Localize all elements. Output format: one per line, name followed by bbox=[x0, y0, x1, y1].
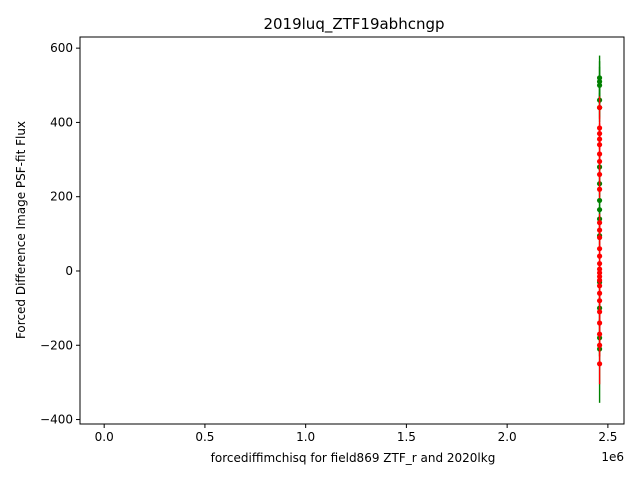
data-point bbox=[596, 298, 603, 304]
x-tick-label: 0.0 bbox=[95, 430, 114, 444]
axes-frame bbox=[79, 36, 625, 425]
y-tick-label: 600 bbox=[50, 41, 73, 55]
y-tick-label: −200 bbox=[40, 338, 73, 352]
y-axis: −400 −200 0 200 400 600 bbox=[40, 41, 80, 427]
data-point bbox=[596, 171, 603, 178]
data-point bbox=[596, 104, 603, 111]
data-point bbox=[596, 361, 603, 367]
data-point bbox=[596, 158, 603, 165]
data-point bbox=[596, 320, 603, 326]
series-1 bbox=[596, 96, 603, 385]
data-point bbox=[596, 309, 603, 315]
y-tick-label: −400 bbox=[40, 413, 73, 427]
plot-area bbox=[596, 55, 603, 403]
x-axis-label: forcediffimchisq for field869 ZTF_r and … bbox=[211, 451, 496, 465]
data-point bbox=[596, 246, 603, 252]
chart-title: 2019luq_ZTF19abhcngp bbox=[263, 15, 444, 34]
x-tick-label: 2.5 bbox=[598, 430, 617, 444]
y-tick-label: 200 bbox=[50, 190, 73, 204]
data-point bbox=[596, 234, 603, 241]
y-tick-label: 400 bbox=[50, 115, 73, 129]
y-axis-label: Forced Difference Image PSF-fit Flux bbox=[14, 121, 28, 339]
x-tick-label: 1.0 bbox=[296, 430, 315, 444]
x-axis-offset-label: 1e6 bbox=[601, 450, 624, 464]
x-tick-label: 0.5 bbox=[195, 430, 214, 444]
x-axis: 0.0 0.5 1.0 1.5 2.0 2.5 bbox=[95, 424, 617, 444]
x-tick-label: 1.5 bbox=[397, 430, 416, 444]
data-point bbox=[596, 186, 603, 192]
y-tick-label: 0 bbox=[65, 264, 73, 278]
x-tick-label: 2.0 bbox=[498, 430, 517, 444]
